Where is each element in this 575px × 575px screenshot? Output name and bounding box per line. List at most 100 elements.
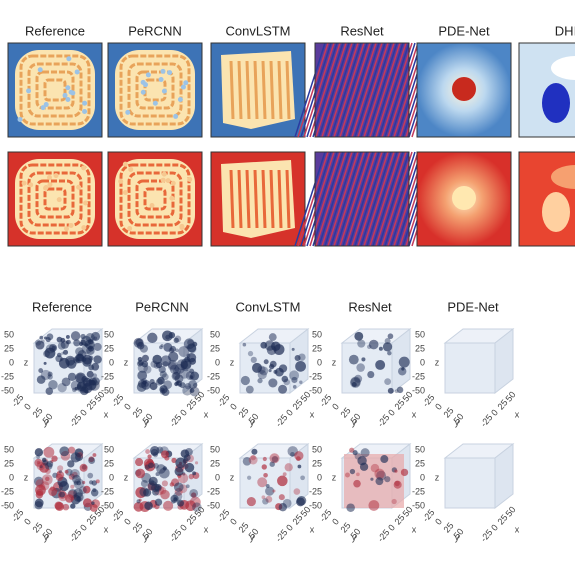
pattern-dot: [26, 88, 32, 94]
volume-blob: [34, 476, 44, 487]
volume-blob: [89, 380, 100, 391]
pattern-dot: [165, 178, 171, 184]
volume-blob: [38, 368, 44, 373]
volume-blob: [190, 371, 200, 381]
pattern-dot: [161, 171, 167, 177]
z-tick-label: -50: [309, 500, 322, 510]
volume-blob: [257, 477, 268, 488]
pattern-dot: [66, 56, 72, 62]
pattern-stripe: [237, 60, 243, 120]
pattern-stripe: [387, 151, 419, 247]
volume-blob: [167, 361, 177, 371]
pattern-blob: [15, 50, 95, 130]
volume-blob: [291, 376, 298, 384]
volume-blob: [65, 494, 74, 503]
volume-blob: [86, 370, 94, 378]
pattern-stripe: [366, 151, 398, 247]
volume-blob: [72, 474, 81, 484]
y-tick-label: 0: [122, 516, 133, 526]
volume-blob: [274, 367, 284, 377]
volume-blob: [278, 503, 287, 512]
volume-blob: [54, 501, 63, 510]
volume-blob: [169, 482, 175, 487]
volume-blob: [63, 349, 69, 355]
volume-blob: [174, 381, 179, 387]
pattern-dot: [122, 161, 128, 167]
volume-blob: [172, 371, 181, 380]
pattern-dot: [118, 178, 124, 184]
volume-blob: [240, 375, 250, 386]
volume-blob: [43, 350, 50, 358]
x-tick-label: 25: [84, 398, 98, 412]
z-tick-label: 25: [4, 458, 14, 468]
pattern-dot: [62, 92, 68, 98]
volume-blob: [271, 455, 279, 463]
pattern-dot: [169, 195, 175, 201]
volume-blob: [295, 360, 306, 372]
volume-blob: [68, 446, 76, 454]
volume-blob: [87, 472, 94, 479]
pattern-ring: [43, 187, 67, 211]
pattern-dot: [161, 88, 167, 94]
pattern-dot: [170, 180, 176, 186]
pattern-stripe: [348, 151, 380, 247]
column-label: Reference: [32, 299, 92, 314]
volume-plot: [340, 327, 412, 395]
volume-blob: [380, 455, 389, 464]
volume-blob: [352, 450, 358, 456]
volume-blob: [67, 460, 75, 468]
volume-blob: [192, 502, 202, 512]
volume-blob: [136, 499, 141, 504]
x-tick-label: 50: [192, 390, 206, 404]
volume-blob: [173, 497, 178, 502]
pattern-dot: [173, 113, 179, 119]
x-tick-label: 0: [386, 522, 397, 532]
volume-blob: [174, 363, 185, 374]
volume-blob: [57, 342, 66, 350]
y-axis-label: y: [250, 417, 255, 427]
x-axis-label: x: [310, 409, 315, 419]
image-border: [518, 151, 575, 247]
volume-blob: [283, 378, 290, 386]
volume-blob: [93, 355, 102, 364]
z-tick-label: 0: [420, 472, 425, 482]
volume-blob: [257, 378, 263, 384]
pattern-stripe: [277, 169, 283, 229]
volume-blob: [145, 449, 151, 454]
volume-blob: [272, 489, 276, 493]
volume-blob: [350, 377, 361, 389]
pattern-dot: [74, 69, 80, 75]
pattern-dot: [65, 97, 71, 103]
pattern-stripe: [297, 42, 329, 138]
volume-blob: [268, 378, 278, 388]
pattern-ring: [35, 179, 75, 219]
x-axis-label: x: [515, 524, 520, 534]
pattern-dot: [152, 100, 158, 106]
volume-plot: [32, 442, 104, 512]
pattern-stripe: [366, 42, 398, 138]
volume-blob: [168, 351, 179, 362]
volume-blob: [85, 333, 95, 343]
image-border: [210, 42, 306, 138]
volume-blob: [361, 357, 366, 362]
volume-blob: [194, 461, 199, 465]
volume-blob: [158, 365, 166, 374]
z-tick-label: 0: [9, 357, 14, 367]
z-tick-label: -50: [412, 500, 425, 510]
volume-blob: [351, 382, 357, 387]
volume-blob: [82, 485, 91, 494]
volume-blob: [250, 455, 256, 461]
volume-blob: [76, 373, 85, 382]
x-axis-label: x: [515, 409, 520, 419]
pattern-dot: [128, 166, 134, 172]
volume-blob: [149, 382, 158, 391]
x-axis-label: x: [104, 524, 109, 534]
volume-plot: [132, 327, 204, 397]
volume-blob: [186, 352, 197, 363]
volume-blob: [252, 362, 263, 373]
volume-plot: [132, 442, 204, 512]
volume-blob: [35, 484, 46, 496]
pattern-dot: [140, 79, 146, 85]
volume-blob: [183, 454, 191, 462]
volume-blob: [169, 364, 180, 375]
